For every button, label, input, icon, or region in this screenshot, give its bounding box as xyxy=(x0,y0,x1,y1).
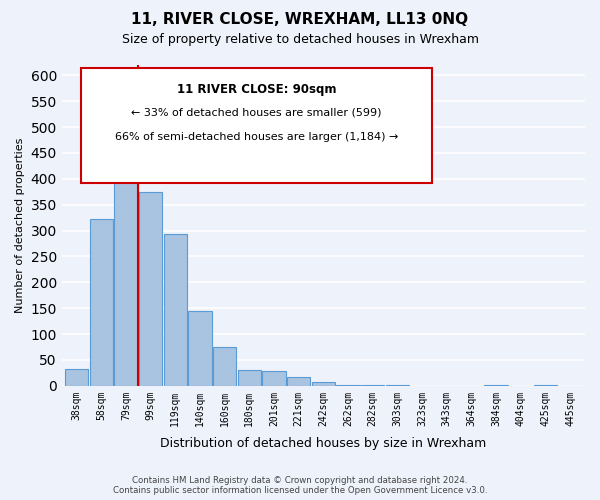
Text: ← 33% of detached houses are smaller (599): ← 33% of detached houses are smaller (59… xyxy=(131,108,382,118)
Bar xyxy=(287,378,310,386)
Bar xyxy=(139,192,163,386)
Bar xyxy=(337,384,360,386)
Bar xyxy=(65,369,88,386)
Text: Contains HM Land Registry data © Crown copyright and database right 2024.: Contains HM Land Registry data © Crown c… xyxy=(132,476,468,485)
Bar xyxy=(164,234,187,386)
Y-axis label: Number of detached properties: Number of detached properties xyxy=(15,138,25,313)
Text: Size of property relative to detached houses in Wrexham: Size of property relative to detached ho… xyxy=(121,32,479,46)
Text: 11, RIVER CLOSE, WREXHAM, LL13 0NQ: 11, RIVER CLOSE, WREXHAM, LL13 0NQ xyxy=(131,12,469,28)
Bar xyxy=(238,370,261,386)
Bar xyxy=(311,382,335,386)
Bar xyxy=(188,312,212,386)
Bar xyxy=(213,347,236,386)
Text: 66% of semi-detached houses are larger (1,184) →: 66% of semi-detached houses are larger (… xyxy=(115,132,398,142)
Bar xyxy=(89,218,113,386)
Bar xyxy=(114,136,137,386)
Text: 11 RIVER CLOSE: 90sqm: 11 RIVER CLOSE: 90sqm xyxy=(177,82,336,96)
X-axis label: Distribution of detached houses by size in Wrexham: Distribution of detached houses by size … xyxy=(160,437,487,450)
Text: Contains public sector information licensed under the Open Government Licence v3: Contains public sector information licen… xyxy=(113,486,487,495)
Bar xyxy=(262,371,286,386)
